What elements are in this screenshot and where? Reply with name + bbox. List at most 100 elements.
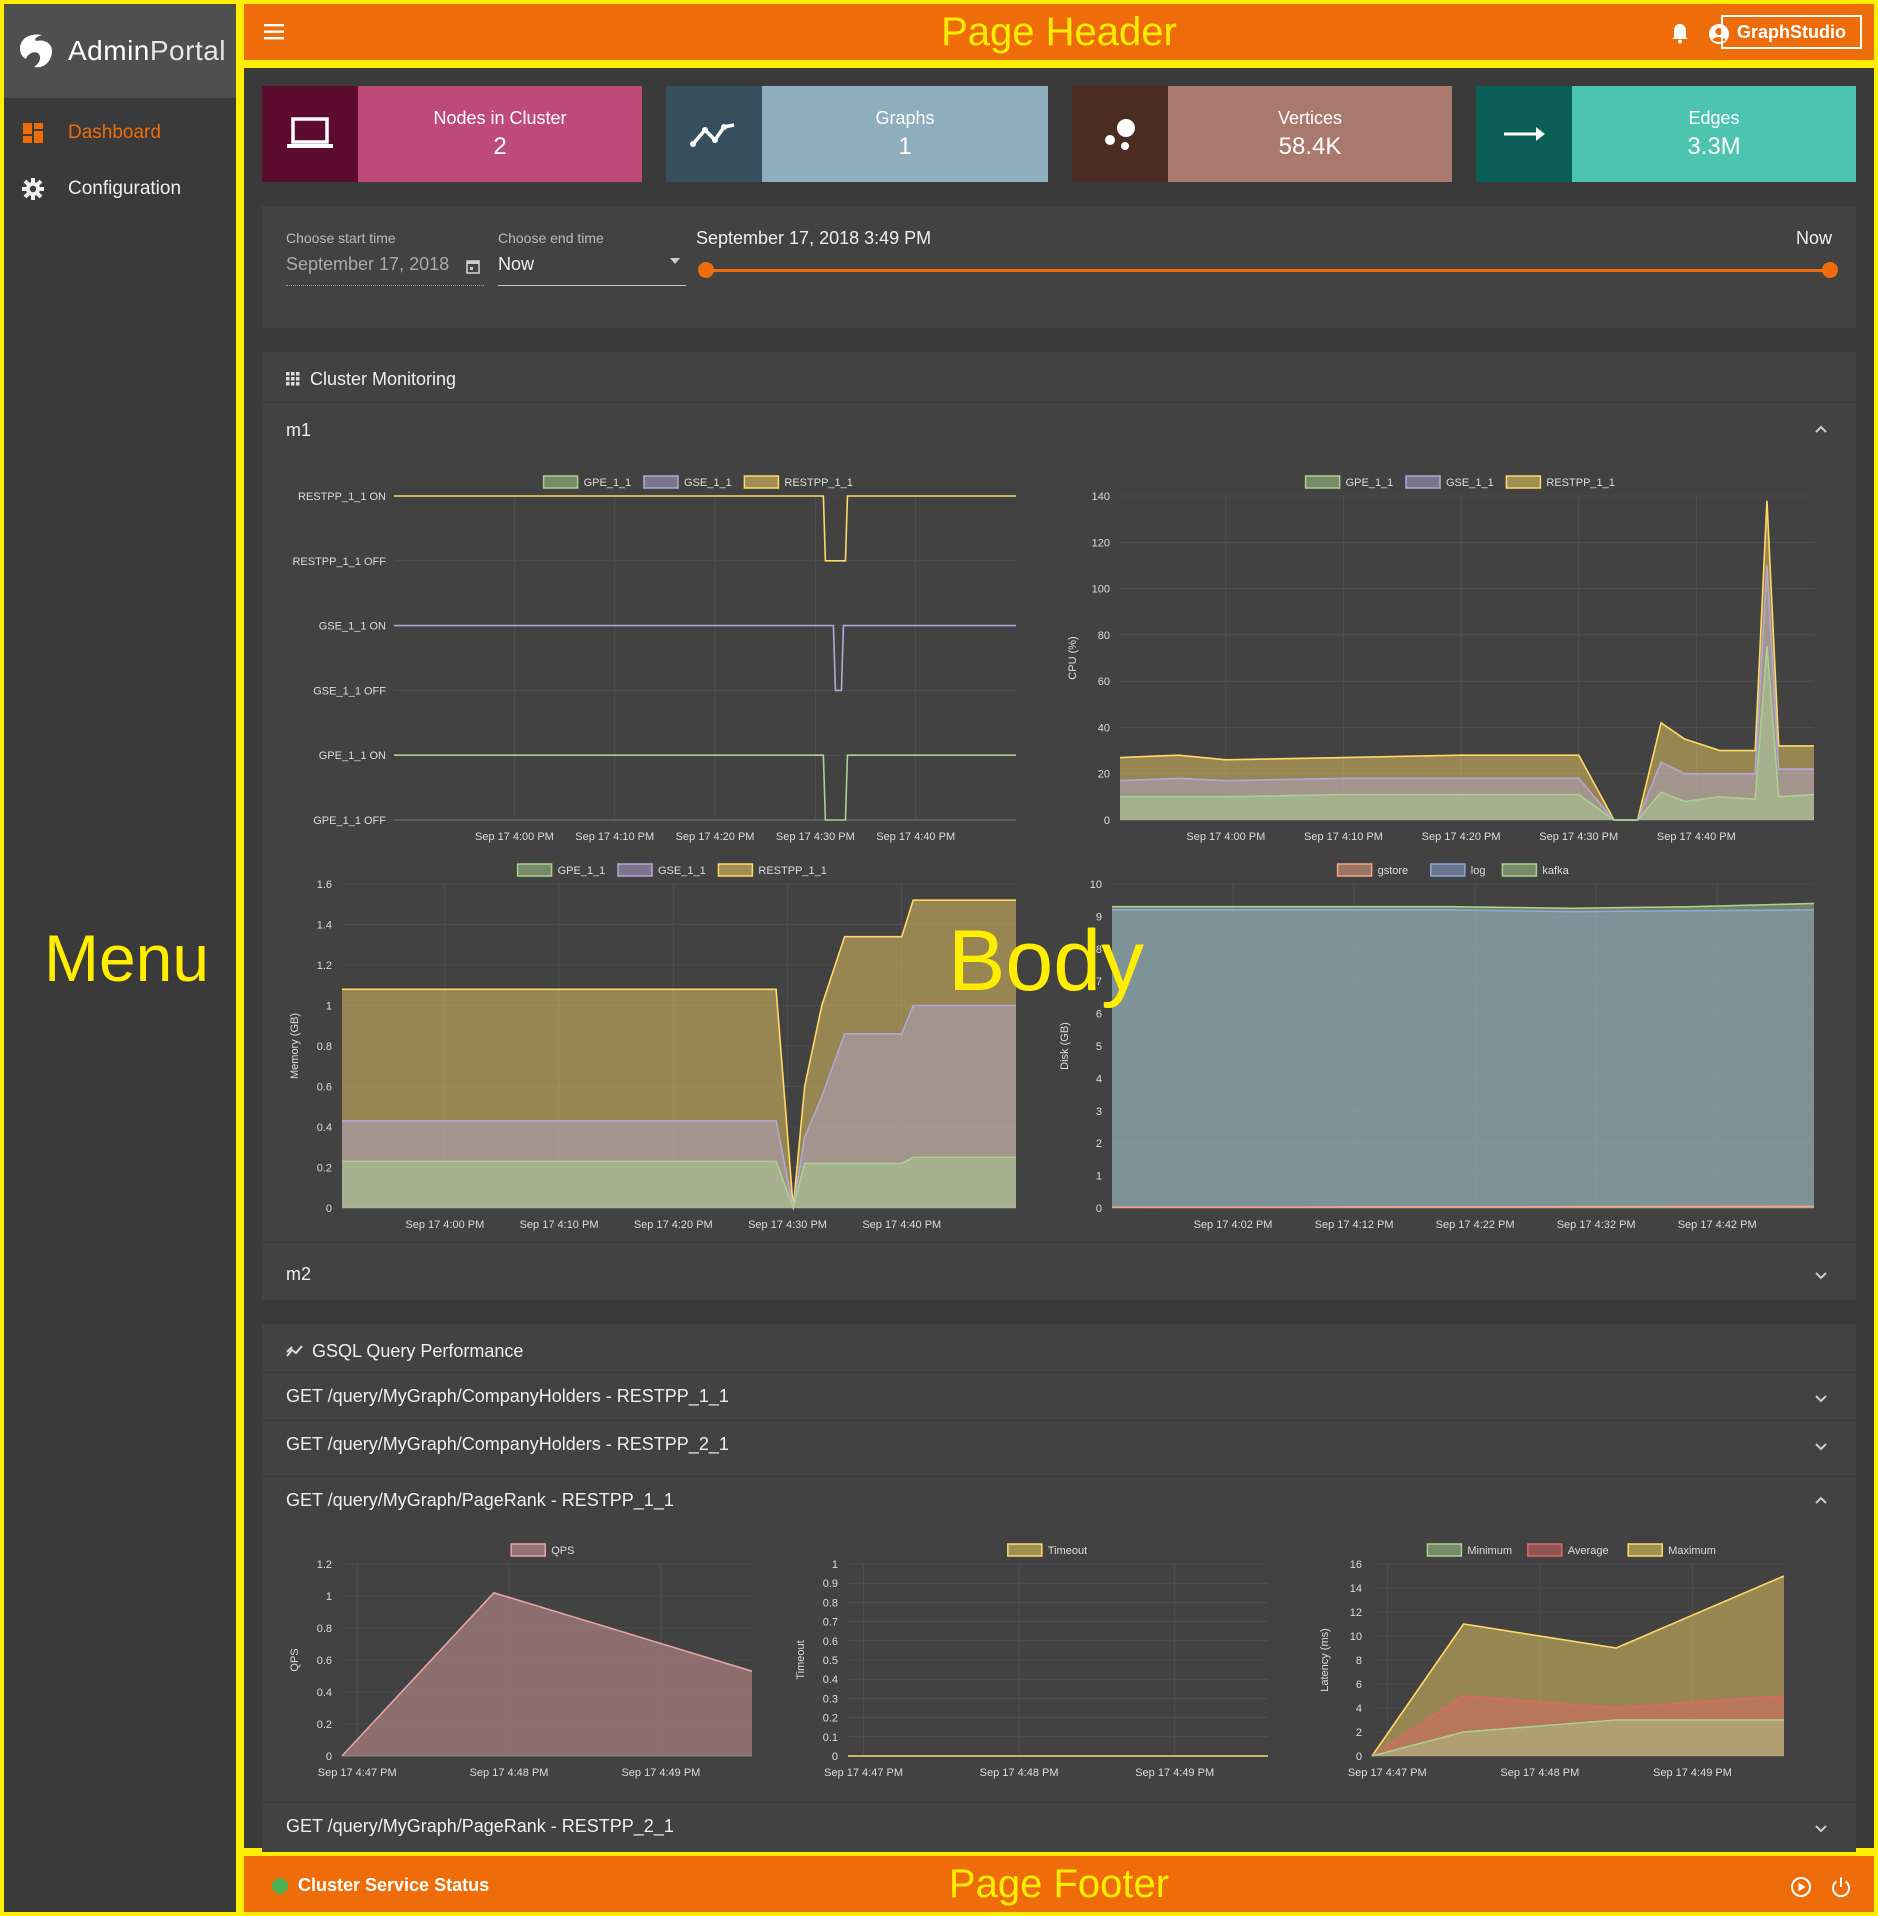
y-tick-label: GSE_1_1 OFF bbox=[313, 685, 386, 697]
series-line-GPE_1_1 bbox=[394, 754, 1016, 821]
legend-swatch bbox=[617, 863, 653, 877]
range-start-text: September 17, 2018 3:49 PM bbox=[696, 228, 932, 248]
series-area-Average bbox=[1372, 1696, 1784, 1756]
y-tick-label: 1.2 bbox=[317, 960, 332, 972]
legend-swatch bbox=[1501, 863, 1538, 877]
y-tick-label: 0.1 bbox=[823, 1732, 838, 1744]
query-row[interactable]: GET /query/MyGraph/CompanyHolders - REST… bbox=[262, 1420, 1856, 1468]
legend-label: GSE_1_1 bbox=[658, 865, 706, 877]
chevron-down-icon[interactable] bbox=[1814, 1268, 1828, 1282]
legend-label: GPE_1_1 bbox=[584, 477, 632, 489]
chevron-down-icon[interactable] bbox=[1814, 1821, 1828, 1835]
y-tick-label: RESTPP_1_1 OFF bbox=[292, 556, 386, 568]
y-tick-label: 0 bbox=[326, 1751, 332, 1763]
qps-chart: 0 0.2 0.4 0.6 0.8 1 1.2 QPS Sep 17 4:47 PM Sep 17… bbox=[289, 1543, 753, 1779]
chevron-up-icon[interactable] bbox=[1814, 422, 1828, 436]
y-tick-label: 0 bbox=[1096, 1203, 1102, 1215]
series-line-QPS bbox=[341, 1591, 753, 1757]
gear-icon bbox=[20, 176, 46, 202]
y-tick-label: 1 bbox=[326, 1001, 332, 1013]
node-m2-header[interactable]: m2 bbox=[286, 1264, 312, 1284]
y-tick-label: 40 bbox=[1098, 722, 1110, 734]
query-row[interactable]: GET /query/MyGraph/PageRank - RESTPP_1_1 bbox=[262, 1476, 1856, 1524]
x-tick-label: Sep 17 4:30 PM bbox=[776, 831, 855, 843]
y-tick-label: 140 bbox=[1092, 491, 1110, 503]
series-area-GSE_1_1 bbox=[1120, 565, 1814, 820]
y-tick-label: 0.2 bbox=[317, 1163, 332, 1175]
y-tick-label: 100 bbox=[1092, 584, 1110, 596]
play-circle-icon[interactable] bbox=[1790, 1876, 1812, 1898]
app-logo[interactable]: AdminPortal bbox=[4, 4, 236, 98]
x-tick-label: Sep 17 4:10 PM bbox=[1304, 831, 1383, 843]
gsql-header: GSQL Query Performance bbox=[286, 1336, 523, 1366]
power-icon[interactable] bbox=[1830, 1876, 1852, 1898]
y-tick-label: RESTPP_1_1 ON bbox=[298, 491, 386, 503]
y-tick-label: 4 bbox=[1356, 1703, 1362, 1715]
chevron-down-icon bbox=[670, 258, 680, 264]
sidebar-item-dashboard[interactable]: Dashboard bbox=[4, 106, 236, 160]
y-tick-label: 1.6 bbox=[317, 879, 332, 891]
query-row[interactable]: GET /query/MyGraph/CompanyHolders - REST… bbox=[262, 1372, 1856, 1420]
stat-card-vertices: Vertices 58.4K bbox=[1072, 86, 1452, 182]
end-time-select[interactable]: Now bbox=[498, 254, 686, 286]
sidebar-item-configuration[interactable]: Configuration bbox=[4, 162, 236, 216]
x-tick-label: Sep 17 4:40 PM bbox=[862, 1219, 941, 1231]
x-tick-label: Sep 17 4:47 PM bbox=[1348, 1767, 1427, 1779]
x-tick-label: Sep 17 4:30 PM bbox=[748, 1219, 827, 1231]
bell-icon[interactable] bbox=[1670, 22, 1690, 44]
node-m1-header[interactable]: m1 bbox=[286, 420, 312, 440]
y-axis-label: Latency (ms) bbox=[1319, 1628, 1331, 1692]
y-tick-label: 7 bbox=[1096, 976, 1102, 988]
chevron-up-icon[interactable] bbox=[1814, 1493, 1828, 1507]
menu-icon[interactable] bbox=[264, 22, 286, 42]
y-tick-label: 0.8 bbox=[317, 1623, 332, 1635]
x-tick-label: Sep 17 4:49 PM bbox=[1653, 1767, 1732, 1779]
graphstudio-button[interactable]: GraphStudio bbox=[1721, 15, 1862, 49]
y-tick-label: 9 bbox=[1096, 911, 1102, 923]
stat-label: Vertices bbox=[1277, 107, 1343, 128]
y-tick-label: 120 bbox=[1092, 537, 1110, 549]
account-icon[interactable] bbox=[1708, 23, 1730, 45]
query-row[interactable]: GET /query/MyGraph/PageRank - RESTPP_2_1 bbox=[262, 1802, 1856, 1850]
y-axis-label: CPU (%) bbox=[1067, 636, 1079, 679]
series-line-Maximum bbox=[1371, 1575, 1785, 1757]
stat-value: 1 bbox=[898, 132, 912, 160]
app-name: AdminPortal bbox=[68, 35, 227, 66]
series-line-GPE_1_1 bbox=[1120, 646, 1815, 821]
series-line-GSE_1_1 bbox=[394, 624, 1016, 692]
y-tick-label: 16 bbox=[1350, 1559, 1362, 1571]
y-tick-label: 0.3 bbox=[823, 1693, 838, 1705]
range-slider-track[interactable] bbox=[706, 269, 1830, 272]
y-tick-label: 0 bbox=[1356, 1751, 1362, 1763]
x-tick-label: Sep 17 4:12 PM bbox=[1315, 1219, 1394, 1231]
x-tick-label: Sep 17 4:42 PM bbox=[1678, 1219, 1757, 1231]
y-tick-label: 8 bbox=[1096, 944, 1102, 956]
range-end-text: Now bbox=[1795, 228, 1832, 248]
y-tick-label: 5 bbox=[1096, 1041, 1102, 1053]
series-area-GPE_1_1 bbox=[342, 1157, 1016, 1208]
series-line-RESTPP_1_1 bbox=[394, 495, 1016, 562]
y-tick-label: 14 bbox=[1350, 1583, 1362, 1595]
legend-label: log bbox=[1471, 865, 1486, 877]
start-time-input[interactable]: September 17, 2018 bbox=[286, 254, 484, 286]
legend-label: QPS bbox=[551, 1545, 574, 1557]
cluster-status-label[interactable]: Cluster Service Status bbox=[298, 1875, 490, 1895]
speed-icon bbox=[286, 1345, 303, 1357]
legend-swatch bbox=[1430, 863, 1466, 877]
y-tick-label: 0.5 bbox=[823, 1655, 838, 1667]
range-slider-end-handle[interactable] bbox=[1822, 262, 1838, 278]
series-line-Minimum bbox=[1371, 1719, 1784, 1757]
calendar-icon[interactable] bbox=[466, 258, 480, 274]
legend-label: Maximum bbox=[1668, 1545, 1716, 1557]
x-tick-label: Sep 17 4:48 PM bbox=[1500, 1767, 1579, 1779]
range-slider-start-handle[interactable] bbox=[698, 262, 714, 278]
legend-swatch bbox=[1304, 475, 1341, 489]
legend-label: GSE_1_1 bbox=[1446, 477, 1494, 489]
x-tick-label: Sep 17 4:20 PM bbox=[634, 1219, 713, 1231]
stat-label: Graphs bbox=[875, 107, 935, 128]
page-footer: Cluster Service Status Page Footer bbox=[240, 1852, 1878, 1916]
x-tick-label: Sep 17 4:49 PM bbox=[621, 1767, 700, 1779]
chevron-down-icon[interactable] bbox=[1814, 1391, 1828, 1405]
y-tick-label: 12 bbox=[1350, 1607, 1362, 1619]
chevron-down-icon[interactable] bbox=[1814, 1439, 1828, 1453]
